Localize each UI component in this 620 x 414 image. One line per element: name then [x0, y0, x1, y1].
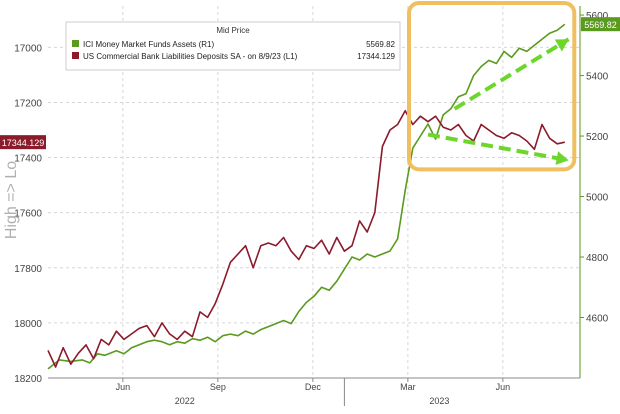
x-tick-label: Jun — [496, 382, 511, 392]
legend-title: Mid Price — [216, 26, 250, 35]
legend-series-name: ICI Money Market Funds Assets (R1) — [83, 40, 214, 49]
legend-series-name: US Commercial Bank Liabilities Deposits … — [83, 52, 298, 61]
trend-arrow-line — [427, 132, 569, 163]
left-tick-label: 17400 — [14, 154, 42, 165]
right-tick-label: 5600 — [586, 11, 609, 22]
axis-layer: 17000 17200 17400 17600 17800 18000 18200 4600 4… — [0, 6, 620, 406]
right-tick-label: 5200 — [586, 132, 609, 143]
year-label: 2022 — [175, 396, 195, 406]
legend-box — [65, 21, 401, 71]
right-last-value-label: 5569.82 — [584, 20, 617, 30]
left-last-value-label: 17344.129 — [2, 138, 45, 148]
trend-arrow-line — [453, 37, 570, 111]
trend-arrow-head — [554, 39, 569, 52]
legend-swatch — [72, 52, 79, 59]
legend-swatch — [72, 40, 79, 47]
legend-series-value: 17344.129 — [357, 52, 395, 61]
x-tick-label: Mar — [400, 382, 416, 392]
right-tick-label: 5400 — [586, 72, 609, 83]
legend-series-value: 5569.82 — [366, 40, 395, 49]
left-tick-label: 17600 — [14, 209, 42, 220]
x-tick-label: Dec — [305, 382, 322, 392]
left-last-value-tag — [0, 135, 46, 150]
left-tick-label: 17000 — [14, 43, 42, 54]
right-tick-label: 4800 — [586, 253, 609, 264]
left-axis-title: High => Lo — [3, 161, 20, 239]
left-tick-label: 17800 — [14, 264, 42, 275]
right-last-value-tag — [581, 17, 620, 32]
left-tick-label: 17200 — [14, 98, 42, 109]
highlight-layer — [407, 0, 577, 172]
left-tick-label: 18200 — [14, 374, 42, 385]
left-tick-label: 18000 — [14, 319, 42, 330]
right-tick-label: 5000 — [586, 193, 609, 204]
right-tick-label: 4600 — [586, 314, 609, 325]
series-line — [47, 23, 566, 370]
trend-arrow-head — [555, 151, 569, 165]
x-tick-label: Sep — [210, 382, 226, 392]
year-label: 2023 — [429, 396, 449, 406]
series-line — [47, 109, 565, 368]
series-layer — [47, 23, 566, 370]
x-tick-label: Jun — [116, 382, 131, 392]
highlight-box — [407, 0, 577, 172]
